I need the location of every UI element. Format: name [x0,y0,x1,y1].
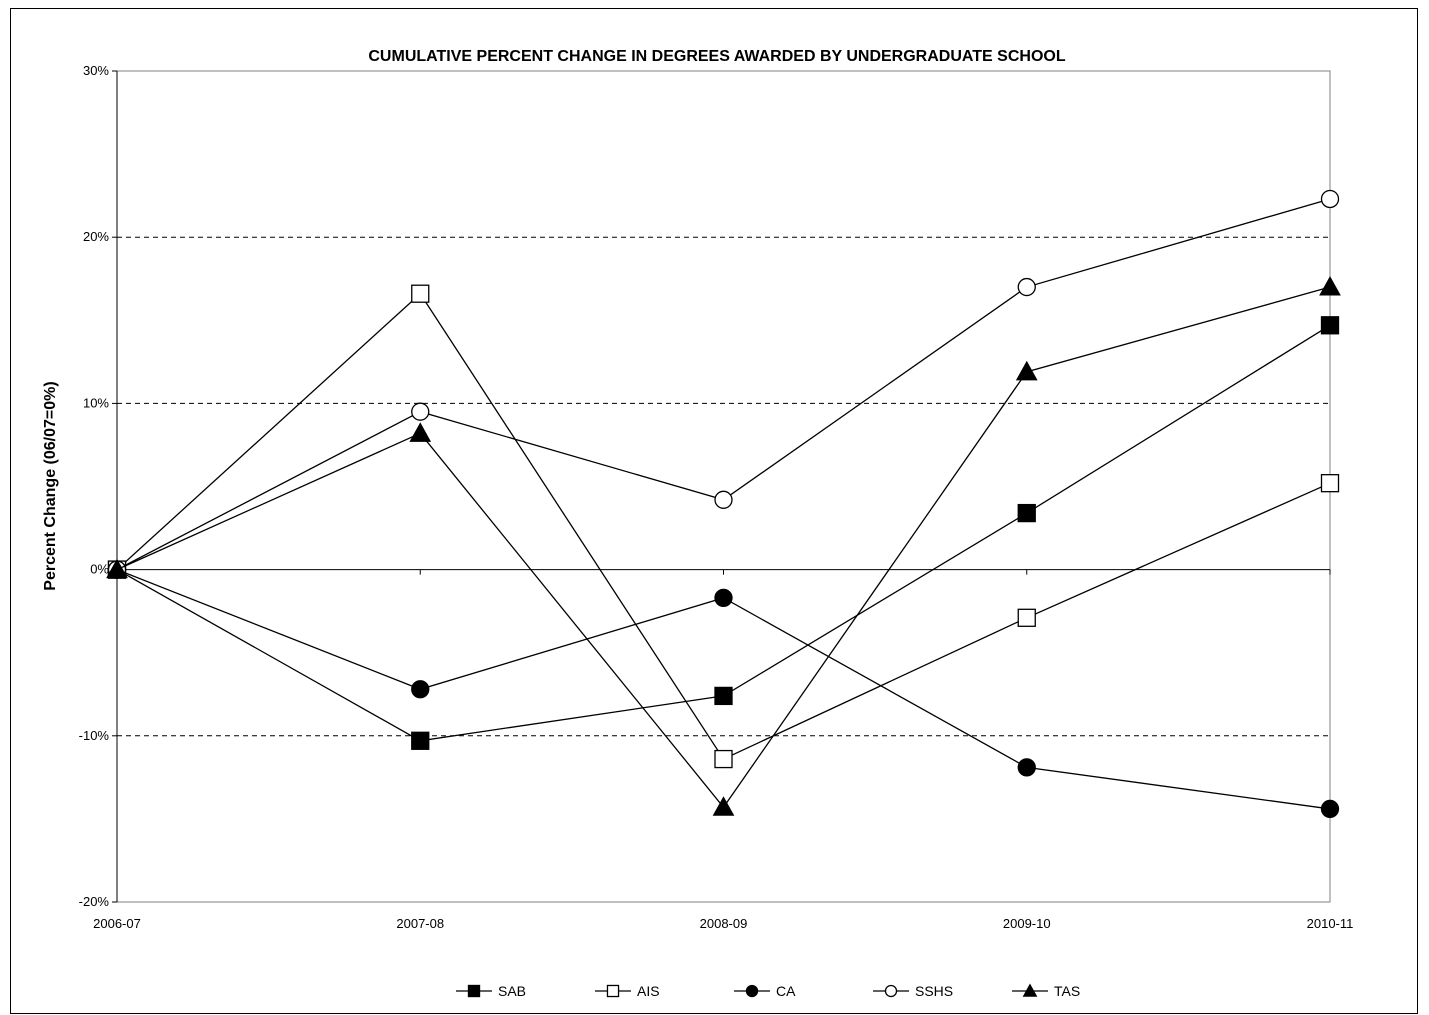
x-tick-label: 2010-11 [1307,916,1354,931]
y-tick-label: 10% [83,395,109,410]
x-tick-label: 2009-10 [1003,916,1051,931]
point-sshs [1320,189,1340,209]
point-sshs [714,490,733,509]
point-sab [1017,503,1036,523]
legend-label-sab: SAB [498,983,526,999]
y-tick-label: -20% [79,894,110,909]
y-tick-label: -10% [79,728,110,743]
legend-entry-ca: CA [734,983,796,999]
point-ca [1320,799,1340,819]
plot-area [116,70,1331,903]
legend-marker-ca [745,984,759,998]
y-tick-label: 0% [90,562,109,577]
series-layer [106,189,1341,819]
x-tick-label: 2008-09 [700,916,748,931]
point-tas [1319,276,1341,296]
x-tick-label: 2006-07 [93,916,141,931]
point-sshs [411,402,430,421]
point-ais [714,749,733,769]
legend-label-sshs: SSHS [915,983,953,999]
point-sab [411,731,430,750]
legend-label-ais: AIS [637,983,660,999]
point-sab [1320,316,1340,335]
point-tas [712,796,735,816]
point-sshs [1017,277,1036,297]
legend-entry-ais: AIS [595,983,660,999]
grid-lines [117,236,1330,737]
y-tick-label: 20% [83,229,109,244]
series-sshs [107,189,1340,579]
point-ais [1320,474,1340,493]
point-ca [411,680,430,699]
legend-marker-tas [1022,983,1038,997]
series-line-sshs [116,198,1331,571]
legend-label-tas: TAS [1054,983,1080,999]
point-tas [409,422,432,442]
legend-label-ca: CA [776,983,796,999]
legend-marker-sshs [884,984,898,998]
legend-entry-tas: TAS [1012,983,1080,999]
series-tas [106,276,1341,816]
series-line-sab [116,324,1331,742]
x-tick-label: 2007-08 [396,916,444,931]
point-ca [1017,758,1036,777]
legend-marker-sab [467,984,481,998]
series-line-tas [116,286,1331,809]
chart-title: CUMULATIVE PERCENT CHANGE IN DEGREES AWA… [368,48,1065,65]
legend-entry-sshs: SSHS [873,983,953,999]
legend-entry-sab: SAB [456,983,526,999]
point-tas [1015,360,1038,381]
chart-frame [10,8,1418,1014]
point-sab [714,686,733,706]
axes: -20% -10% 0% 10% 20% 30% 2006-07 2007-08 2008-09… [79,63,1354,931]
y-axis-label: Percent Change (06/07=0%) [42,381,59,590]
point-ais [1017,608,1036,627]
series-ca [107,560,1340,819]
series-sab [107,316,1340,750]
point-tas [106,558,128,579]
point-ais [411,284,430,303]
legend-marker-ais [606,984,620,998]
legend: SAB AIS CA SSHS TAS [456,983,1080,999]
y-tick-label: 30% [83,63,109,78]
point-ca [714,588,733,608]
